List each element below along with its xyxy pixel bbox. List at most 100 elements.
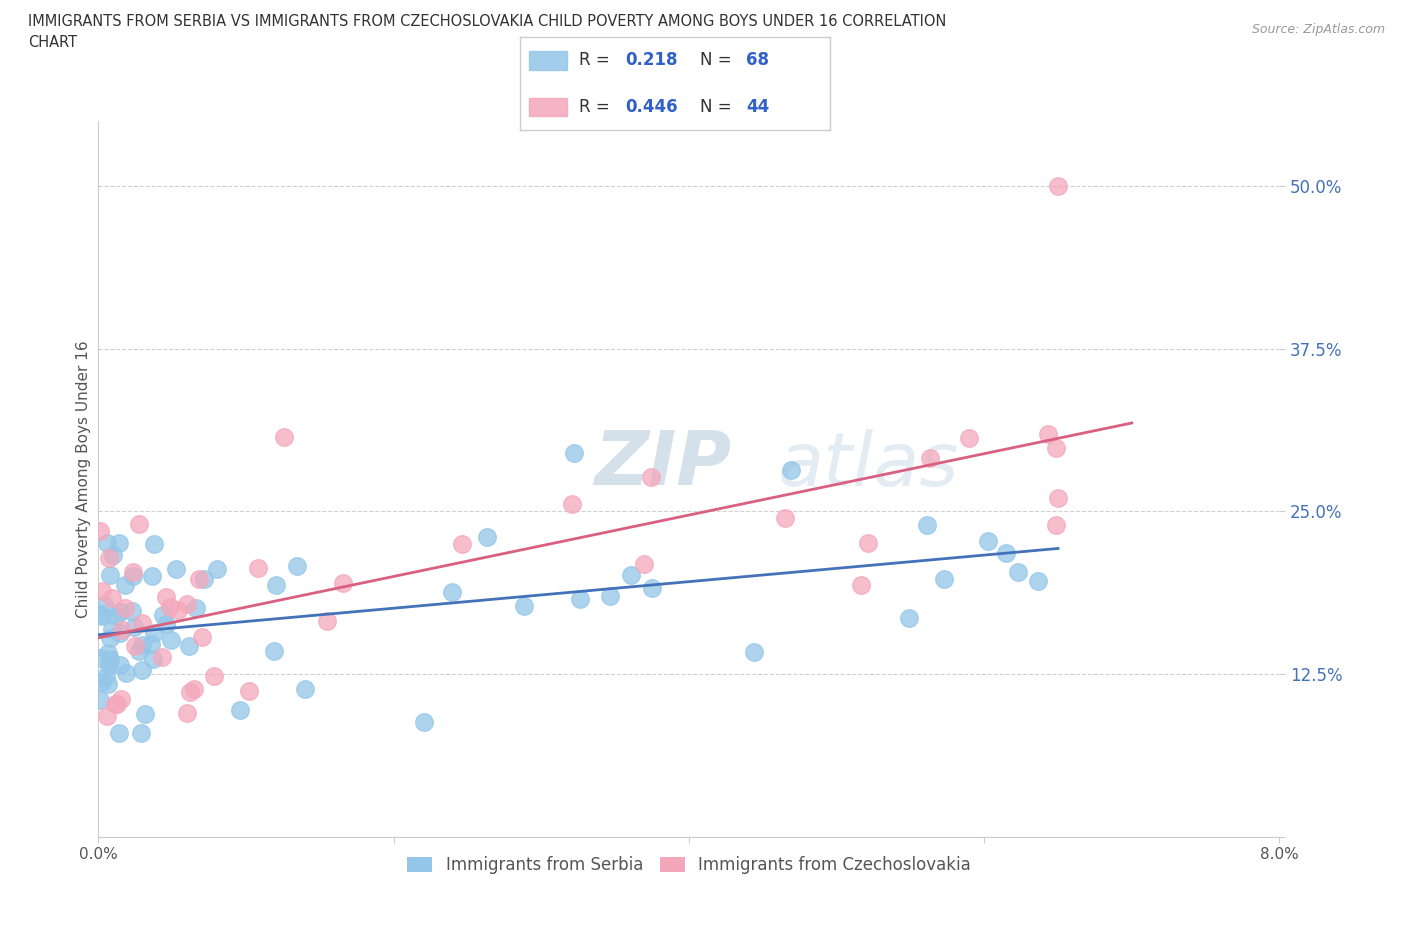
Point — [100, 591, 122, 605]
Point — [184, 601, 207, 616]
Text: 0.218: 0.218 — [626, 51, 678, 70]
Point — [1007, 565, 1029, 579]
Point — [129, 725, 152, 740]
Point — [179, 685, 201, 700]
Point — [142, 537, 165, 551]
Point — [160, 632, 183, 647]
Point — [96, 536, 118, 551]
Point — [108, 725, 131, 740]
Text: atlas: atlas — [778, 429, 959, 500]
Point — [640, 470, 662, 485]
Text: R =: R = — [579, 51, 610, 70]
Point — [101, 547, 124, 562]
Point — [108, 604, 131, 619]
Y-axis label: Child Poverty Among Boys Under 16: Child Poverty Among Boys Under 16 — [76, 340, 91, 618]
Point — [977, 534, 1000, 549]
Point — [264, 578, 287, 592]
Point — [451, 537, 474, 551]
Text: 44: 44 — [747, 98, 769, 116]
Point — [780, 462, 803, 477]
Point — [599, 589, 621, 604]
Point — [191, 630, 214, 644]
Point — [915, 518, 938, 533]
Point — [141, 569, 163, 584]
Point — [412, 714, 434, 729]
Point — [1026, 573, 1049, 588]
Point — [165, 561, 187, 576]
Point — [441, 585, 464, 600]
Point — [294, 682, 316, 697]
Legend: Immigrants from Serbia, Immigrants from Czechoslovakia: Immigrants from Serbia, Immigrants from … — [399, 848, 979, 883]
Point — [90, 606, 112, 621]
Text: Source: ZipAtlas.com: Source: ZipAtlas.com — [1251, 23, 1385, 36]
Point — [98, 658, 121, 672]
Text: IMMIGRANTS FROM SERBIA VS IMMIGRANTS FROM CZECHOSLOVAKIA CHILD POVERTY AMONG BOY: IMMIGRANTS FROM SERBIA VS IMMIGRANTS FRO… — [28, 14, 946, 29]
Point — [98, 631, 121, 646]
Point — [155, 617, 177, 631]
Point — [143, 625, 166, 640]
Point — [91, 608, 114, 623]
Point — [179, 638, 201, 653]
Point — [110, 626, 132, 641]
Point — [569, 591, 592, 606]
Point — [193, 572, 215, 587]
Point — [107, 536, 129, 551]
Point — [131, 616, 153, 631]
Point — [110, 691, 132, 706]
Point — [562, 445, 585, 460]
Point — [159, 600, 181, 615]
Point — [104, 697, 127, 711]
Point — [121, 565, 143, 579]
Point — [957, 431, 980, 445]
Point — [100, 568, 122, 583]
Point — [918, 450, 941, 465]
Point — [856, 536, 879, 551]
Point — [150, 649, 173, 664]
Text: N =: N = — [700, 51, 731, 70]
Point — [477, 530, 499, 545]
Point — [134, 707, 156, 722]
Point — [96, 709, 118, 724]
Point — [849, 578, 872, 592]
Point — [89, 651, 111, 666]
Point — [121, 568, 143, 583]
Point — [98, 551, 121, 565]
Point — [111, 623, 134, 638]
Point — [100, 651, 122, 666]
Point — [128, 517, 150, 532]
Point — [166, 603, 188, 618]
Point — [934, 572, 956, 587]
Point — [897, 610, 920, 625]
Point — [152, 607, 174, 622]
Text: ZIP: ZIP — [595, 428, 731, 501]
Point — [93, 597, 115, 612]
Text: R =: R = — [579, 98, 610, 116]
Point — [131, 638, 153, 653]
Point — [316, 614, 339, 629]
Point — [124, 638, 146, 653]
Point — [1047, 491, 1070, 506]
Point — [89, 524, 111, 538]
Point — [91, 584, 114, 599]
Point — [620, 568, 643, 583]
Point — [89, 693, 111, 708]
Point — [247, 561, 270, 576]
Point — [114, 578, 136, 592]
Point — [1046, 179, 1070, 193]
Point — [238, 684, 260, 698]
Point — [100, 621, 122, 636]
Point — [176, 705, 198, 720]
Point — [105, 609, 128, 624]
Point — [641, 580, 664, 595]
Point — [1045, 517, 1067, 532]
Point — [633, 556, 655, 571]
Point — [273, 430, 295, 445]
Text: 0.446: 0.446 — [626, 98, 678, 116]
Point — [187, 572, 209, 587]
Point — [513, 598, 536, 613]
Bar — [530, 98, 567, 116]
Point — [1045, 441, 1067, 456]
Point — [202, 669, 225, 684]
Point — [105, 697, 128, 711]
Point — [124, 619, 146, 634]
